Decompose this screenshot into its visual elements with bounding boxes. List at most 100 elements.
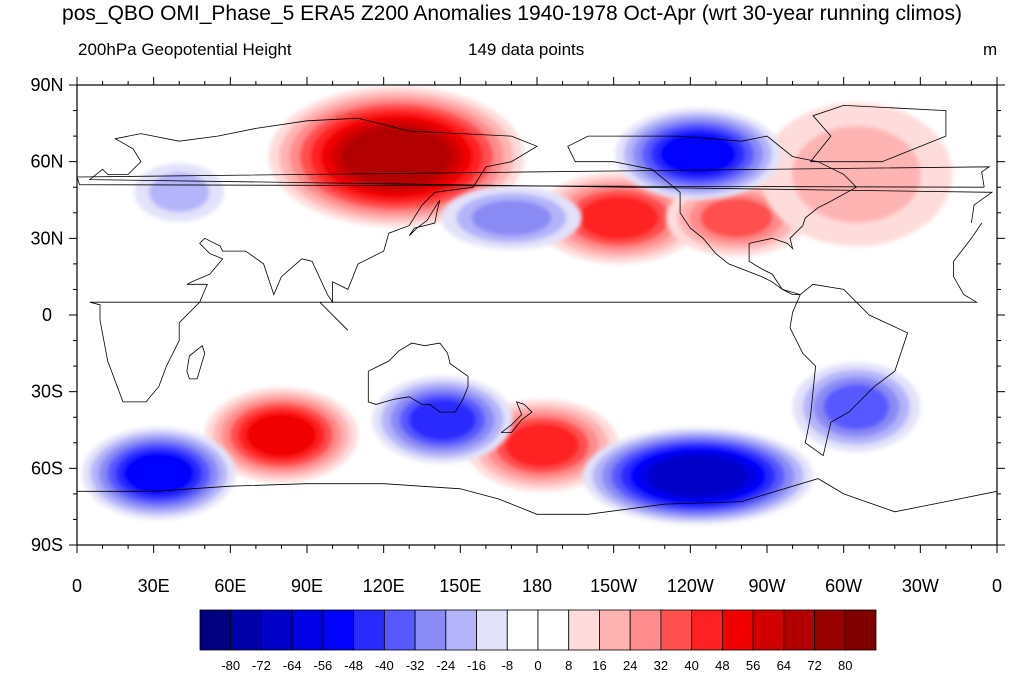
contour-ring	[149, 172, 210, 212]
colorbar-label: 80	[838, 658, 852, 673]
colorbar-label: 8	[565, 658, 572, 673]
contour-ring	[659, 133, 737, 175]
contour-ring	[505, 423, 579, 468]
colorbar-label: 32	[654, 658, 668, 673]
colorbar-label: -24	[436, 658, 455, 673]
chart-title: pos_QBO OMI_Phase_5 ERA5 Z200 Anomalies …	[62, 2, 962, 25]
x-tick-label: 150E	[439, 576, 481, 596]
anomaly-center-5	[760, 102, 953, 247]
colorbar-swatch	[445, 609, 477, 651]
contour-ring	[246, 413, 317, 457]
x-tick-label: 90E	[291, 576, 323, 596]
anomaly-center-9	[372, 376, 513, 464]
coastlines	[77, 104, 997, 515]
colorbar-swatch	[660, 609, 693, 651]
colorbar-label: -56	[314, 658, 333, 673]
colorbar-label: -16	[467, 658, 486, 673]
colorbar-swatch	[752, 609, 785, 651]
colorbar-swatch	[476, 609, 508, 651]
variable-label: 200hPa Geopotential Height	[78, 40, 292, 59]
y-tick-label: 60N	[30, 152, 63, 172]
colorbar-swatch	[199, 609, 232, 651]
contour-ring	[823, 384, 890, 430]
anomaly-center-10	[441, 186, 582, 250]
colorbar-swatch	[353, 609, 385, 651]
colorbar-swatch	[844, 609, 877, 651]
colorbar-label: 16	[592, 658, 606, 673]
anomaly-center-11	[792, 362, 921, 452]
x-tick-label: 0	[992, 576, 1002, 596]
colorbar-label: 40	[684, 658, 698, 673]
x-tick-label: 120W	[667, 576, 714, 596]
contour-ring	[471, 199, 552, 236]
coastline-6	[408, 199, 441, 237]
colorbar-label: -32	[406, 658, 425, 673]
colorbar-label: 72	[807, 658, 821, 673]
colorbar-label: -8	[501, 658, 513, 673]
colorbar: -80 -72 -64 -56 -48 -40 -32 -24 -16 -8 0 8 16 24 32 40 4…	[199, 609, 877, 673]
anomaly-center-6	[614, 108, 782, 200]
coastline-7	[186, 345, 206, 380]
x-tick-label: 120E	[363, 576, 405, 596]
x-tick-label: 0	[72, 576, 82, 596]
anomaly-center-8	[82, 427, 236, 520]
data-points-label: 149 data points	[468, 40, 585, 59]
anomaly-field	[82, 86, 953, 525]
coastline-0	[88, 117, 994, 403]
x-tick-label: 150W	[590, 576, 637, 596]
anomaly-center-7	[583, 427, 813, 525]
x-tick-label: 60W	[825, 576, 862, 596]
anomaly-center-12	[134, 163, 224, 222]
x-tick-label: 60E	[214, 576, 246, 596]
anomaly-center-1	[204, 387, 359, 483]
colorbar-label: -80	[221, 658, 240, 673]
colorbar-swatch	[629, 609, 662, 651]
colorbar-swatch	[261, 609, 293, 651]
contour-ring	[408, 398, 477, 441]
x-tick-label: 30E	[138, 576, 170, 596]
contour-ring	[648, 455, 748, 497]
y-tick-label: 90S	[31, 535, 63, 555]
colorbar-label: -40	[375, 658, 394, 673]
contour-ring	[791, 125, 922, 223]
colorbar-swatch	[291, 609, 324, 651]
colorbar-label: 0	[534, 658, 541, 673]
colorbar-swatch	[414, 609, 447, 651]
colorbar-swatch	[537, 609, 570, 651]
contour-ring	[700, 198, 773, 238]
map-axes: 0 30E 60E 90E 120E 150E 180 150W 120W 90W 60W 30W 0 9…	[30, 75, 1005, 596]
colorbar-swatch	[322, 609, 355, 651]
colorbar-swatch	[568, 609, 600, 651]
coastline-8	[319, 301, 349, 331]
colorbar-label: 56	[746, 658, 760, 673]
y-tick-label: 90N	[30, 75, 63, 95]
colorbar-swatch	[383, 609, 416, 651]
y-tick-label: 60S	[31, 458, 63, 478]
y-tick-label: 30S	[31, 382, 63, 402]
x-tick-label: 90W	[748, 576, 785, 596]
colorbar-label: -64	[283, 658, 302, 673]
coastline-5	[500, 401, 533, 433]
contour-ring	[123, 452, 194, 495]
coastline-4	[810, 104, 947, 163]
colorbar-label: 48	[715, 658, 729, 673]
x-tick-label: 180	[522, 576, 552, 596]
colorbar-swatch	[599, 609, 631, 651]
contour-ring	[578, 195, 659, 240]
x-tick-label: 30W	[902, 576, 939, 596]
coastline-2	[367, 342, 469, 413]
colorbar-label: -48	[344, 658, 363, 673]
colorbar-swatch	[230, 609, 262, 651]
colorbar-swatch	[506, 609, 539, 651]
contour-ring	[341, 126, 452, 187]
y-tick-label: 30N	[30, 228, 63, 248]
colorbar-label: -72	[252, 658, 271, 673]
coastline-9	[77, 166, 991, 188]
colorbar-label: 64	[777, 658, 791, 673]
colorbar-swatch	[814, 609, 846, 651]
coastline-1	[567, 135, 909, 457]
colorbar-swatch	[783, 609, 815, 651]
colorbar-swatch	[691, 609, 723, 651]
units-label: m	[983, 40, 998, 59]
